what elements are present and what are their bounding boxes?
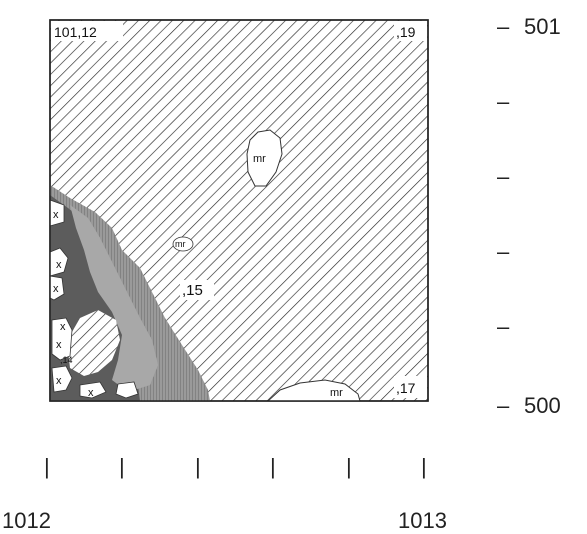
mr-label-upper: mr [253,153,266,165]
light-grey-band [70,205,158,392]
label-top-left: 101,12 [54,24,97,40]
y-label-top: 501 [524,14,561,39]
x-label-6: x [56,375,62,387]
mr-label-small: mr [175,239,186,249]
y-axis: – 501 – – – – – 500 [497,14,561,418]
x-label-1: x [53,209,59,221]
x-label-left: 1012 [2,508,51,533]
x-label-5: x [56,339,62,351]
label-bg-bottom-right [394,376,427,398]
label-top-right: ,19 [396,24,416,40]
label-bg-top-left [51,21,123,41]
white-blob-4 [51,317,73,361]
x-label-right: 1013 [398,508,447,533]
mr-label-bottom: mr [330,387,343,399]
x-label-7: x [88,387,94,399]
hatched-pocket [68,310,120,376]
x-tick-6: | [421,454,427,479]
mr-patch-bottom [266,379,361,402]
mr-patch-small [172,236,194,252]
x-tick-2: | [119,454,125,479]
x-tick-4: | [270,454,276,479]
x-label-3: x [53,283,59,295]
x-tick-3: | [195,454,201,479]
y-tick-mark-2: – [497,89,510,114]
y-tick-mark-4: – [497,239,510,264]
white-blob-6 [79,381,107,399]
label-center: ,15 [182,282,203,299]
y-tick-top-mark: – [497,14,510,39]
lower-left-zones [49,185,210,401]
map-border [49,19,429,402]
label-lower-left-small: ,14 [60,355,73,365]
label-bg-center [180,280,214,300]
y-tick-mark-5: – [497,314,510,339]
x-tick-5: | [346,454,352,479]
y-tick-mark-3: – [497,164,510,189]
label-bottom-right: ,17 [396,380,416,396]
white-blob-7 [115,381,139,399]
y-tick-bottom-mark: – [497,393,510,418]
x-tick-1: | [44,454,50,479]
white-blob-5 [51,365,73,393]
mr-patch-upper [246,129,283,187]
y-label-bottom: 500 [524,393,561,418]
x-label-4: x [60,321,66,333]
x-axis: | | | | | | 1012 1013 [2,454,447,533]
x-label-2: x [56,259,62,271]
label-bg-top-right [394,21,427,41]
